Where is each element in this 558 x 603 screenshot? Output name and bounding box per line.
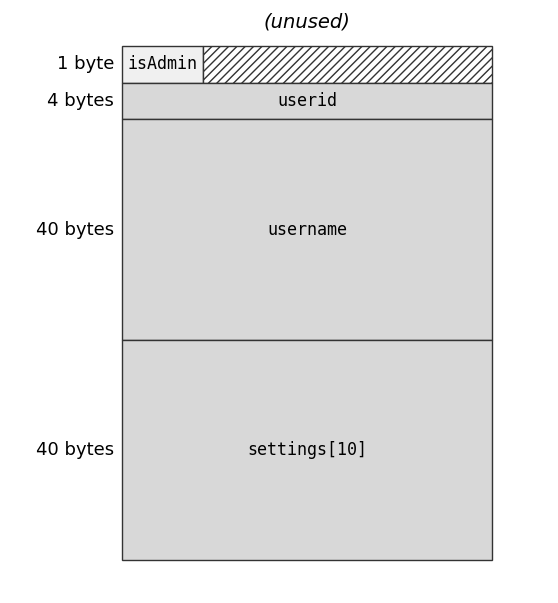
Text: userid: userid <box>277 92 337 110</box>
Text: 4 bytes: 4 bytes <box>47 92 114 110</box>
Text: username: username <box>267 221 347 239</box>
Text: isAdmin: isAdmin <box>128 55 198 74</box>
Bar <box>122 339 492 560</box>
Bar <box>122 119 492 339</box>
Bar <box>204 46 492 83</box>
Text: (unused): (unused) <box>263 13 350 31</box>
Bar <box>122 83 492 119</box>
Text: settings[10]: settings[10] <box>247 441 367 459</box>
Text: 1 byte: 1 byte <box>56 55 114 74</box>
Bar <box>122 46 204 83</box>
Text: 40 bytes: 40 bytes <box>36 441 114 459</box>
Text: 40 bytes: 40 bytes <box>36 221 114 239</box>
